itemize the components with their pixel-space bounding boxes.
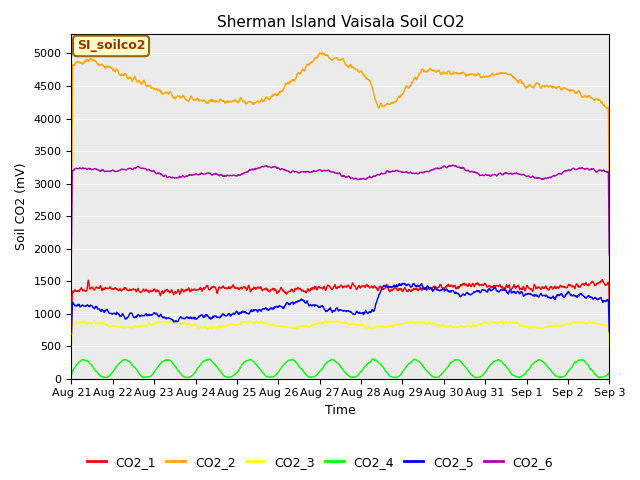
- Title: Sherman Island Vaisala Soil CO2: Sherman Island Vaisala Soil CO2: [216, 15, 464, 30]
- Text: SI_soilco2: SI_soilco2: [77, 39, 145, 52]
- Y-axis label: Soil CO2 (mV): Soil CO2 (mV): [15, 163, 28, 250]
- X-axis label: Time: Time: [325, 404, 356, 417]
- Legend: CO2_1, CO2_2, CO2_3, CO2_4, CO2_5, CO2_6: CO2_1, CO2_2, CO2_3, CO2_4, CO2_5, CO2_6: [82, 451, 558, 474]
